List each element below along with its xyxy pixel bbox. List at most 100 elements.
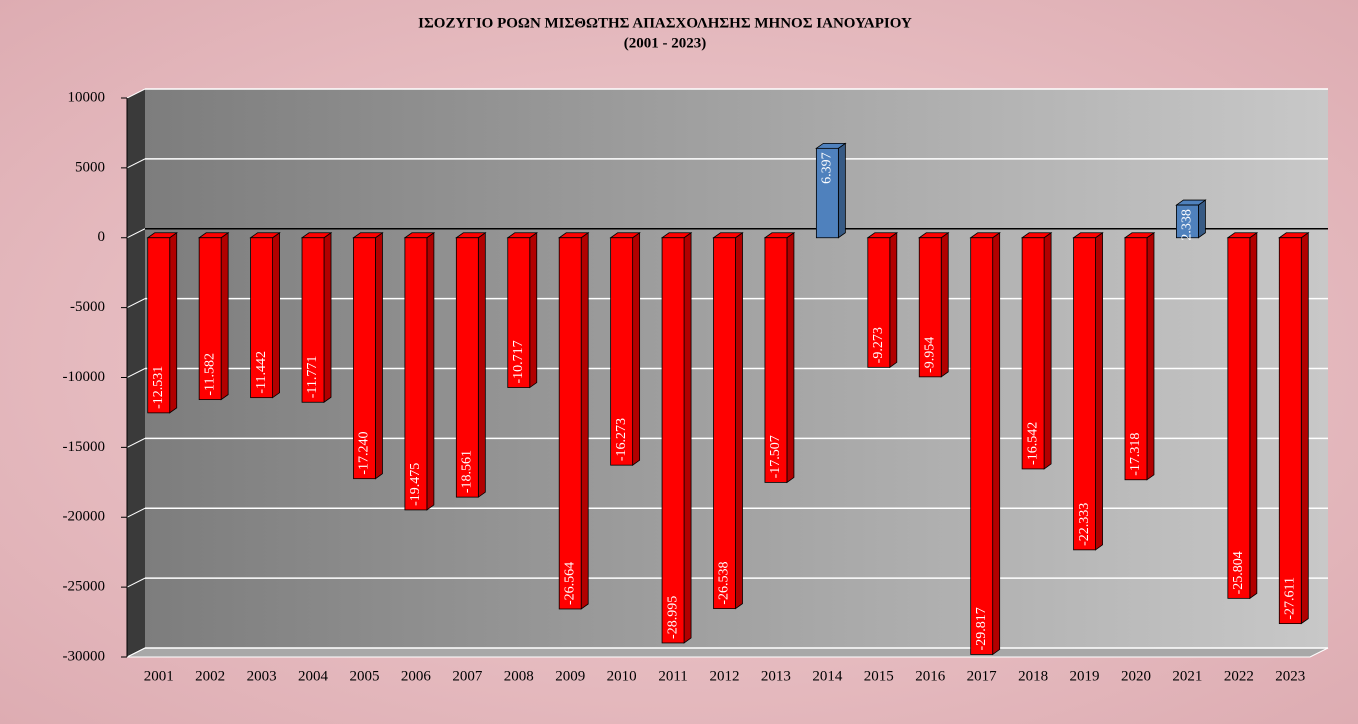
value-label: -9.273 <box>871 327 886 363</box>
grid-line-side <box>126 507 146 518</box>
bar <box>661 237 685 644</box>
bar <box>558 237 582 610</box>
x-tick-label: 2007 <box>452 668 483 684</box>
x-tick-label: 2010 <box>607 668 637 684</box>
floor <box>126 647 1329 658</box>
bar <box>713 237 736 610</box>
bar <box>970 237 994 655</box>
bar <box>1021 237 1045 470</box>
value-label: -19.475 <box>408 463 423 506</box>
y-tick-label: 0 <box>98 229 106 245</box>
x-tick-label: 2018 <box>1018 668 1048 684</box>
value-label: -12.531 <box>151 366 166 409</box>
value-label: -9.954 <box>922 337 937 373</box>
bar <box>455 237 479 498</box>
y-tick-label: -5000 <box>70 299 105 315</box>
bar-side <box>580 231 589 610</box>
bar-side <box>272 231 280 399</box>
x-tick-label: 2019 <box>1070 668 1100 684</box>
bar-side <box>220 231 229 401</box>
bar-side <box>735 231 743 610</box>
bar <box>918 237 942 378</box>
bar-side <box>1095 231 1103 551</box>
bar <box>1124 237 1148 481</box>
y-tick-label: -25000 <box>63 579 106 595</box>
bar-side <box>323 231 332 404</box>
y-tick-label: -20000 <box>63 509 106 525</box>
bar-side <box>1043 231 1052 470</box>
bar-side <box>1198 199 1206 239</box>
value-label: -26.564 <box>562 562 577 605</box>
x-tick-label: 2012 <box>710 668 740 684</box>
bar <box>404 237 428 511</box>
bar <box>198 237 222 401</box>
bar-side <box>786 231 795 484</box>
bar-side <box>889 231 898 369</box>
x-tick-label: 2016 <box>915 668 946 684</box>
x-tick-label: 2006 <box>401 668 432 684</box>
value-label: -16.273 <box>614 418 629 461</box>
bar <box>1176 204 1199 239</box>
grid-line-side <box>126 577 146 588</box>
bar-side <box>837 142 846 239</box>
bar <box>867 237 891 368</box>
value-label: -27.611 <box>1283 577 1298 620</box>
y-tick-label: 10000 <box>68 89 106 105</box>
bar <box>301 237 325 403</box>
x-tick-label: 2013 <box>761 668 791 684</box>
bar-side <box>426 231 435 511</box>
bar <box>1278 237 1302 625</box>
value-label: -11.771 <box>305 356 320 399</box>
bar-side <box>940 231 949 378</box>
bar <box>353 237 376 480</box>
x-tick-label: 2003 <box>247 668 277 684</box>
bar-side <box>1146 231 1155 481</box>
x-tick-label: 2001 <box>144 668 174 684</box>
x-tick-label: 2014 <box>812 668 843 684</box>
bar-side <box>683 231 692 644</box>
x-tick-label: 2009 <box>555 668 585 684</box>
y-tick-label: -10000 <box>63 369 106 385</box>
x-tick-label: 2017 <box>967 668 998 684</box>
bar <box>610 237 634 466</box>
grid-line-side <box>126 88 146 99</box>
value-label: -28.995 <box>665 596 680 639</box>
grid-line-side <box>126 437 146 448</box>
value-label: -16.542 <box>1025 422 1040 465</box>
value-label: -25.804 <box>1231 551 1246 594</box>
bar-side <box>632 231 641 466</box>
bar <box>1073 237 1096 551</box>
bar-side <box>375 231 383 480</box>
grid-line-side <box>126 298 146 309</box>
value-label: -17.507 <box>768 435 783 478</box>
value-label: -18.561 <box>460 450 475 493</box>
bar <box>764 237 788 483</box>
value-label: -11.582 <box>202 353 217 396</box>
bar-side <box>529 231 538 389</box>
x-tick-label: 2023 <box>1275 668 1305 684</box>
bar-side <box>1300 231 1309 625</box>
x-tick-label: 2020 <box>1121 668 1151 684</box>
bar <box>507 237 531 388</box>
x-tick-label: 2015 <box>864 668 894 684</box>
chart-title: ΙΣΟΖΥΓΙΟ ΡΟΩΝ ΜΙΣΘΩΤΗΣ ΑΠΑΣΧΟΛΗΣΗΣ ΜΗΝΟΣ… <box>418 15 912 31</box>
bar-side <box>1249 231 1258 600</box>
y-tick-label: -15000 <box>63 439 106 455</box>
value-label: -10.717 <box>511 340 526 383</box>
y-tick-label: -30000 <box>63 648 106 664</box>
chart-subtitle: (2001 - 2023) <box>624 35 707 51</box>
x-tick-label: 2004 <box>298 668 329 684</box>
x-tick-label: 2011 <box>658 668 687 684</box>
grid-line-side <box>126 647 146 658</box>
value-label: -17.240 <box>357 432 372 475</box>
value-label: -11.442 <box>254 351 269 394</box>
value-label: -22.333 <box>1077 503 1092 546</box>
x-tick-label: 2002 <box>195 668 225 684</box>
x-tick-label: 2021 <box>1172 668 1202 684</box>
bar <box>1227 237 1251 599</box>
x-tick-label: 2022 <box>1224 668 1254 684</box>
bar <box>250 237 273 399</box>
bar-side <box>992 231 1001 656</box>
grid-line-side <box>126 228 146 239</box>
